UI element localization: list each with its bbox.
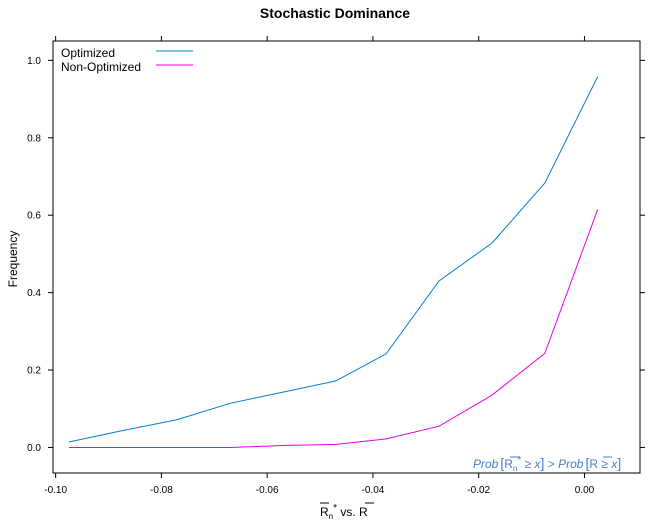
annot-ge-left: ≥ (521, 457, 534, 471)
x-tick-label: -0.04 (362, 485, 385, 496)
annot-left-sub: n (513, 464, 517, 473)
series-line-optimized (68, 76, 599, 443)
y-axis: 0.0 0.2 0.4 0.6 0.8 1.0 (27, 56, 645, 454)
annot-bracket-close-left: ] (541, 455, 545, 471)
series-line-non-optimized (68, 209, 599, 448)
x-label-main-b: R (359, 505, 368, 519)
legend: Optimized Non-Optimized (61, 46, 193, 74)
annot-bracket-open-right: [ (585, 455, 589, 471)
x-label-main-a: R (320, 505, 329, 519)
y-axis-label: Frequency (6, 231, 20, 288)
legend-label-non-optimized: Non-Optimized (61, 60, 141, 74)
x-tick-label: 0.00 (575, 485, 595, 496)
x-tick-label: -0.08 (150, 485, 173, 496)
annot-x-right: x (610, 457, 618, 471)
annotation-text: Prob [Rn* ≥ x] > Prob [R ≥ x] (473, 455, 621, 473)
annot-prob-left: Prob (473, 457, 499, 471)
y-tick-label: 0.8 (27, 133, 41, 144)
annot-left-main: R (504, 457, 513, 471)
y-tick-label: 0.2 (27, 366, 41, 377)
y-tick-label: 0.0 (27, 443, 41, 454)
x-label-mid: vs. (337, 505, 359, 519)
annot-prob-right: Prob (558, 457, 584, 471)
annot-bracket-open-left: [ (500, 455, 504, 471)
x-tick-label: -0.06 (256, 485, 279, 496)
chart-title: Stochastic Dominance (260, 5, 410, 21)
x-tick-label: -0.02 (467, 485, 490, 496)
annot-left-sup: * (517, 455, 521, 466)
series-layer (68, 76, 599, 448)
x-label-sup: * (333, 503, 337, 514)
x-tick-label: -0.10 (44, 485, 67, 496)
legend-label-optimized: Optimized (61, 46, 115, 60)
y-tick-label: 0.6 (27, 211, 41, 222)
plot-frame (52, 40, 641, 474)
annot-gt: > (544, 457, 558, 471)
y-tick-label: 0.4 (27, 288, 41, 299)
annotation: Prob [Rn* ≥ x] > Prob [R ≥ x] (473, 455, 621, 473)
y-tick-label: 1.0 (27, 56, 41, 67)
x-label-text: Rn* vs. R (320, 503, 368, 521)
annot-ge-right: ≥ (598, 457, 611, 471)
x-axis: -0.10 -0.08 -0.06 -0.04 -0.02 0.00 (44, 36, 595, 496)
annot-right-main: R (589, 457, 598, 471)
annot-bracket-close-right: ] (617, 455, 621, 471)
x-axis-label: Rn* vs. R (320, 502, 374, 521)
x-label-sub: n (329, 512, 333, 521)
annot-x-left: x (534, 457, 542, 471)
